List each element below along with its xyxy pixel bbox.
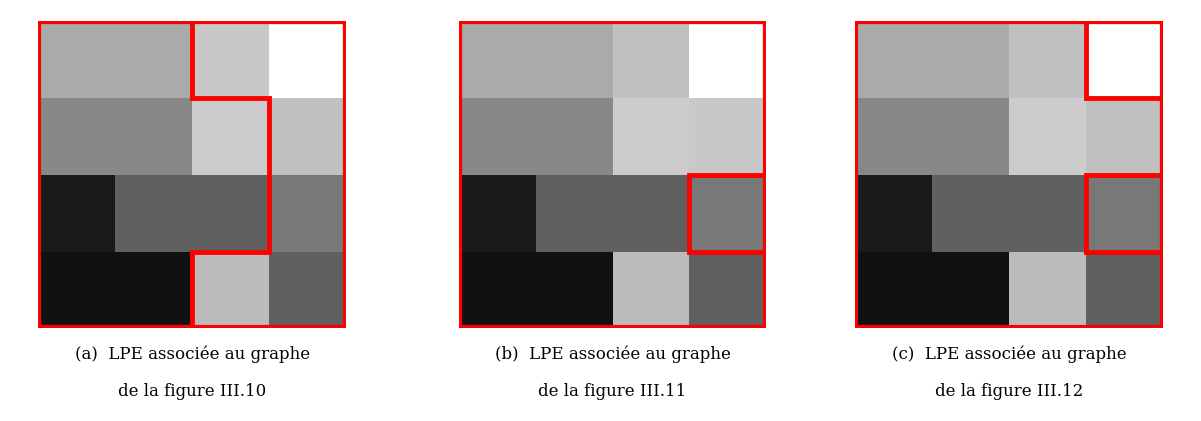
Bar bbox=[269, 21, 346, 98]
Bar bbox=[689, 175, 766, 252]
Bar bbox=[536, 252, 613, 328]
Bar bbox=[115, 175, 192, 252]
Bar bbox=[1086, 252, 1163, 328]
Bar bbox=[459, 175, 536, 252]
Bar bbox=[932, 98, 1009, 175]
Bar bbox=[38, 98, 115, 175]
Bar bbox=[38, 252, 115, 328]
Bar bbox=[932, 252, 1009, 328]
Bar bbox=[613, 21, 689, 98]
Bar bbox=[613, 98, 689, 175]
Bar bbox=[855, 175, 932, 252]
Bar bbox=[115, 21, 192, 98]
Bar bbox=[1086, 98, 1163, 175]
Bar bbox=[855, 21, 932, 98]
Bar bbox=[689, 21, 766, 98]
Bar bbox=[932, 175, 1009, 252]
Bar bbox=[613, 252, 689, 328]
Bar bbox=[1009, 175, 1086, 252]
Text: de la figure III.10: de la figure III.10 bbox=[118, 383, 267, 400]
Bar bbox=[1086, 21, 1163, 98]
Bar bbox=[1009, 21, 1086, 98]
Bar bbox=[115, 252, 192, 328]
Bar bbox=[192, 175, 269, 252]
Bar bbox=[855, 98, 932, 175]
Text: (c)  LPE associée au graphe: (c) LPE associée au graphe bbox=[891, 345, 1127, 363]
Bar bbox=[269, 175, 346, 252]
Bar bbox=[613, 175, 689, 252]
Text: de la figure III.11: de la figure III.11 bbox=[538, 383, 687, 400]
Bar bbox=[855, 252, 932, 328]
Bar bbox=[192, 252, 269, 328]
Bar bbox=[192, 98, 269, 175]
Bar bbox=[689, 252, 766, 328]
Bar bbox=[269, 98, 346, 175]
Bar bbox=[192, 21, 269, 98]
Bar bbox=[536, 175, 613, 252]
Bar bbox=[459, 21, 536, 98]
Bar bbox=[536, 98, 613, 175]
Bar bbox=[115, 98, 192, 175]
Bar bbox=[459, 252, 536, 328]
Text: (a)  LPE associée au graphe: (a) LPE associée au graphe bbox=[74, 345, 310, 363]
Bar bbox=[269, 252, 346, 328]
Bar bbox=[459, 98, 536, 175]
Bar bbox=[38, 21, 115, 98]
Bar bbox=[38, 175, 115, 252]
Bar bbox=[1009, 98, 1086, 175]
Bar bbox=[1009, 252, 1086, 328]
Bar bbox=[1086, 175, 1163, 252]
Bar bbox=[536, 21, 613, 98]
Bar bbox=[932, 21, 1009, 98]
Text: (b)  LPE associée au graphe: (b) LPE associée au graphe bbox=[495, 345, 730, 363]
Bar bbox=[689, 98, 766, 175]
Text: de la figure III.12: de la figure III.12 bbox=[934, 383, 1083, 400]
